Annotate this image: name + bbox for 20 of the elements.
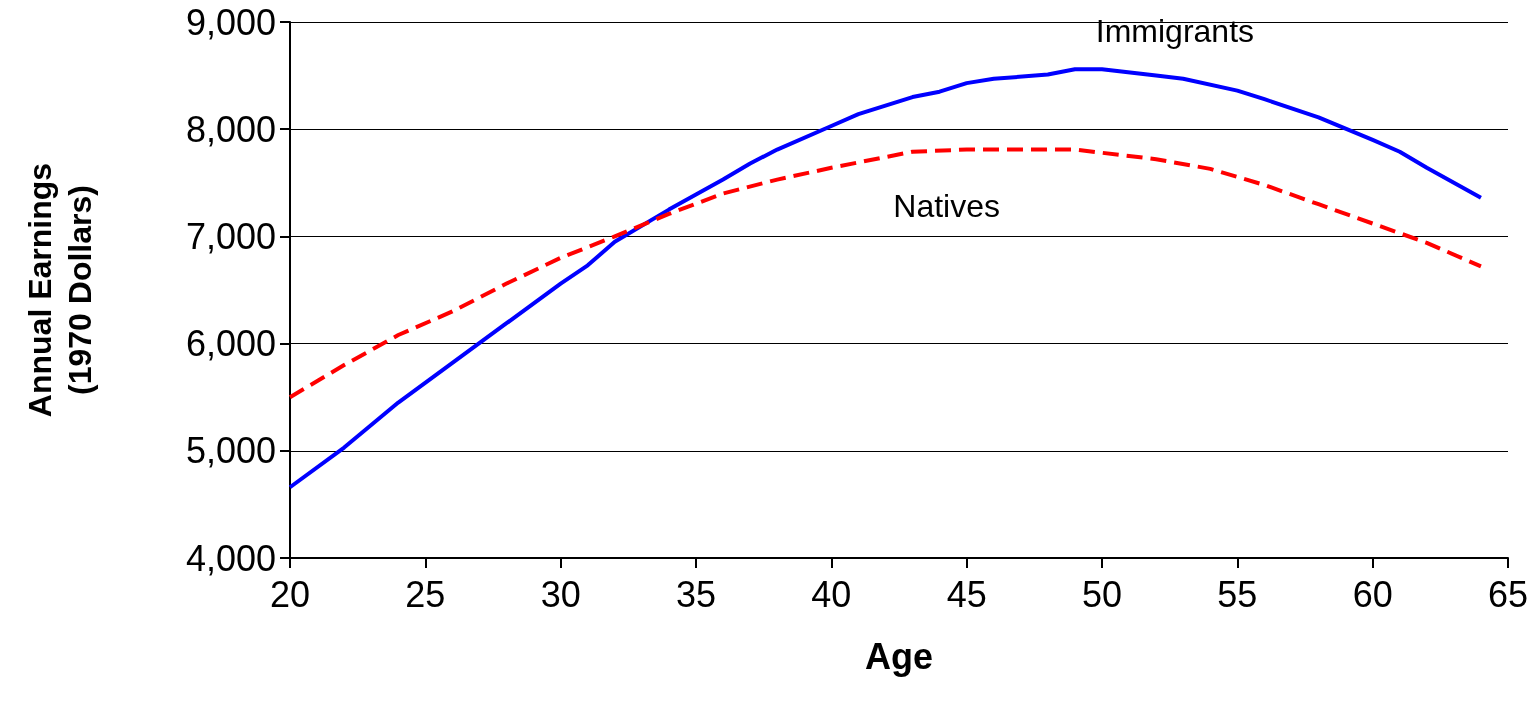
x-tick-label: 25 (405, 573, 446, 615)
y-axis-title: Annual Earnings (1970 Dollars) (22, 162, 98, 418)
y-tick-label: 8,000 (185, 108, 276, 150)
x-tick-label: 55 (1217, 573, 1258, 615)
y-tick-label: 5,000 (185, 430, 276, 472)
line-series (288, 67, 1483, 490)
y-tick-label: 7,000 (185, 215, 276, 257)
y-tick-label: 6,000 (185, 323, 276, 365)
x-axis-title: Age (864, 635, 934, 677)
x-tick-label: 60 (1352, 573, 1393, 615)
series-label: Immigrants (1095, 13, 1255, 50)
series-label: Natives (893, 187, 1001, 224)
x-tick-label: 50 (1081, 573, 1123, 615)
x-tick-label: 30 (540, 573, 581, 615)
line-series (288, 147, 1483, 400)
y-tick-label: 9,000 (185, 1, 276, 43)
x-tick-label: 65 (1487, 573, 1529, 615)
x-tick-label: 40 (811, 573, 852, 615)
x-tick-label: 45 (946, 573, 987, 615)
x-tick-label: 35 (675, 573, 717, 615)
